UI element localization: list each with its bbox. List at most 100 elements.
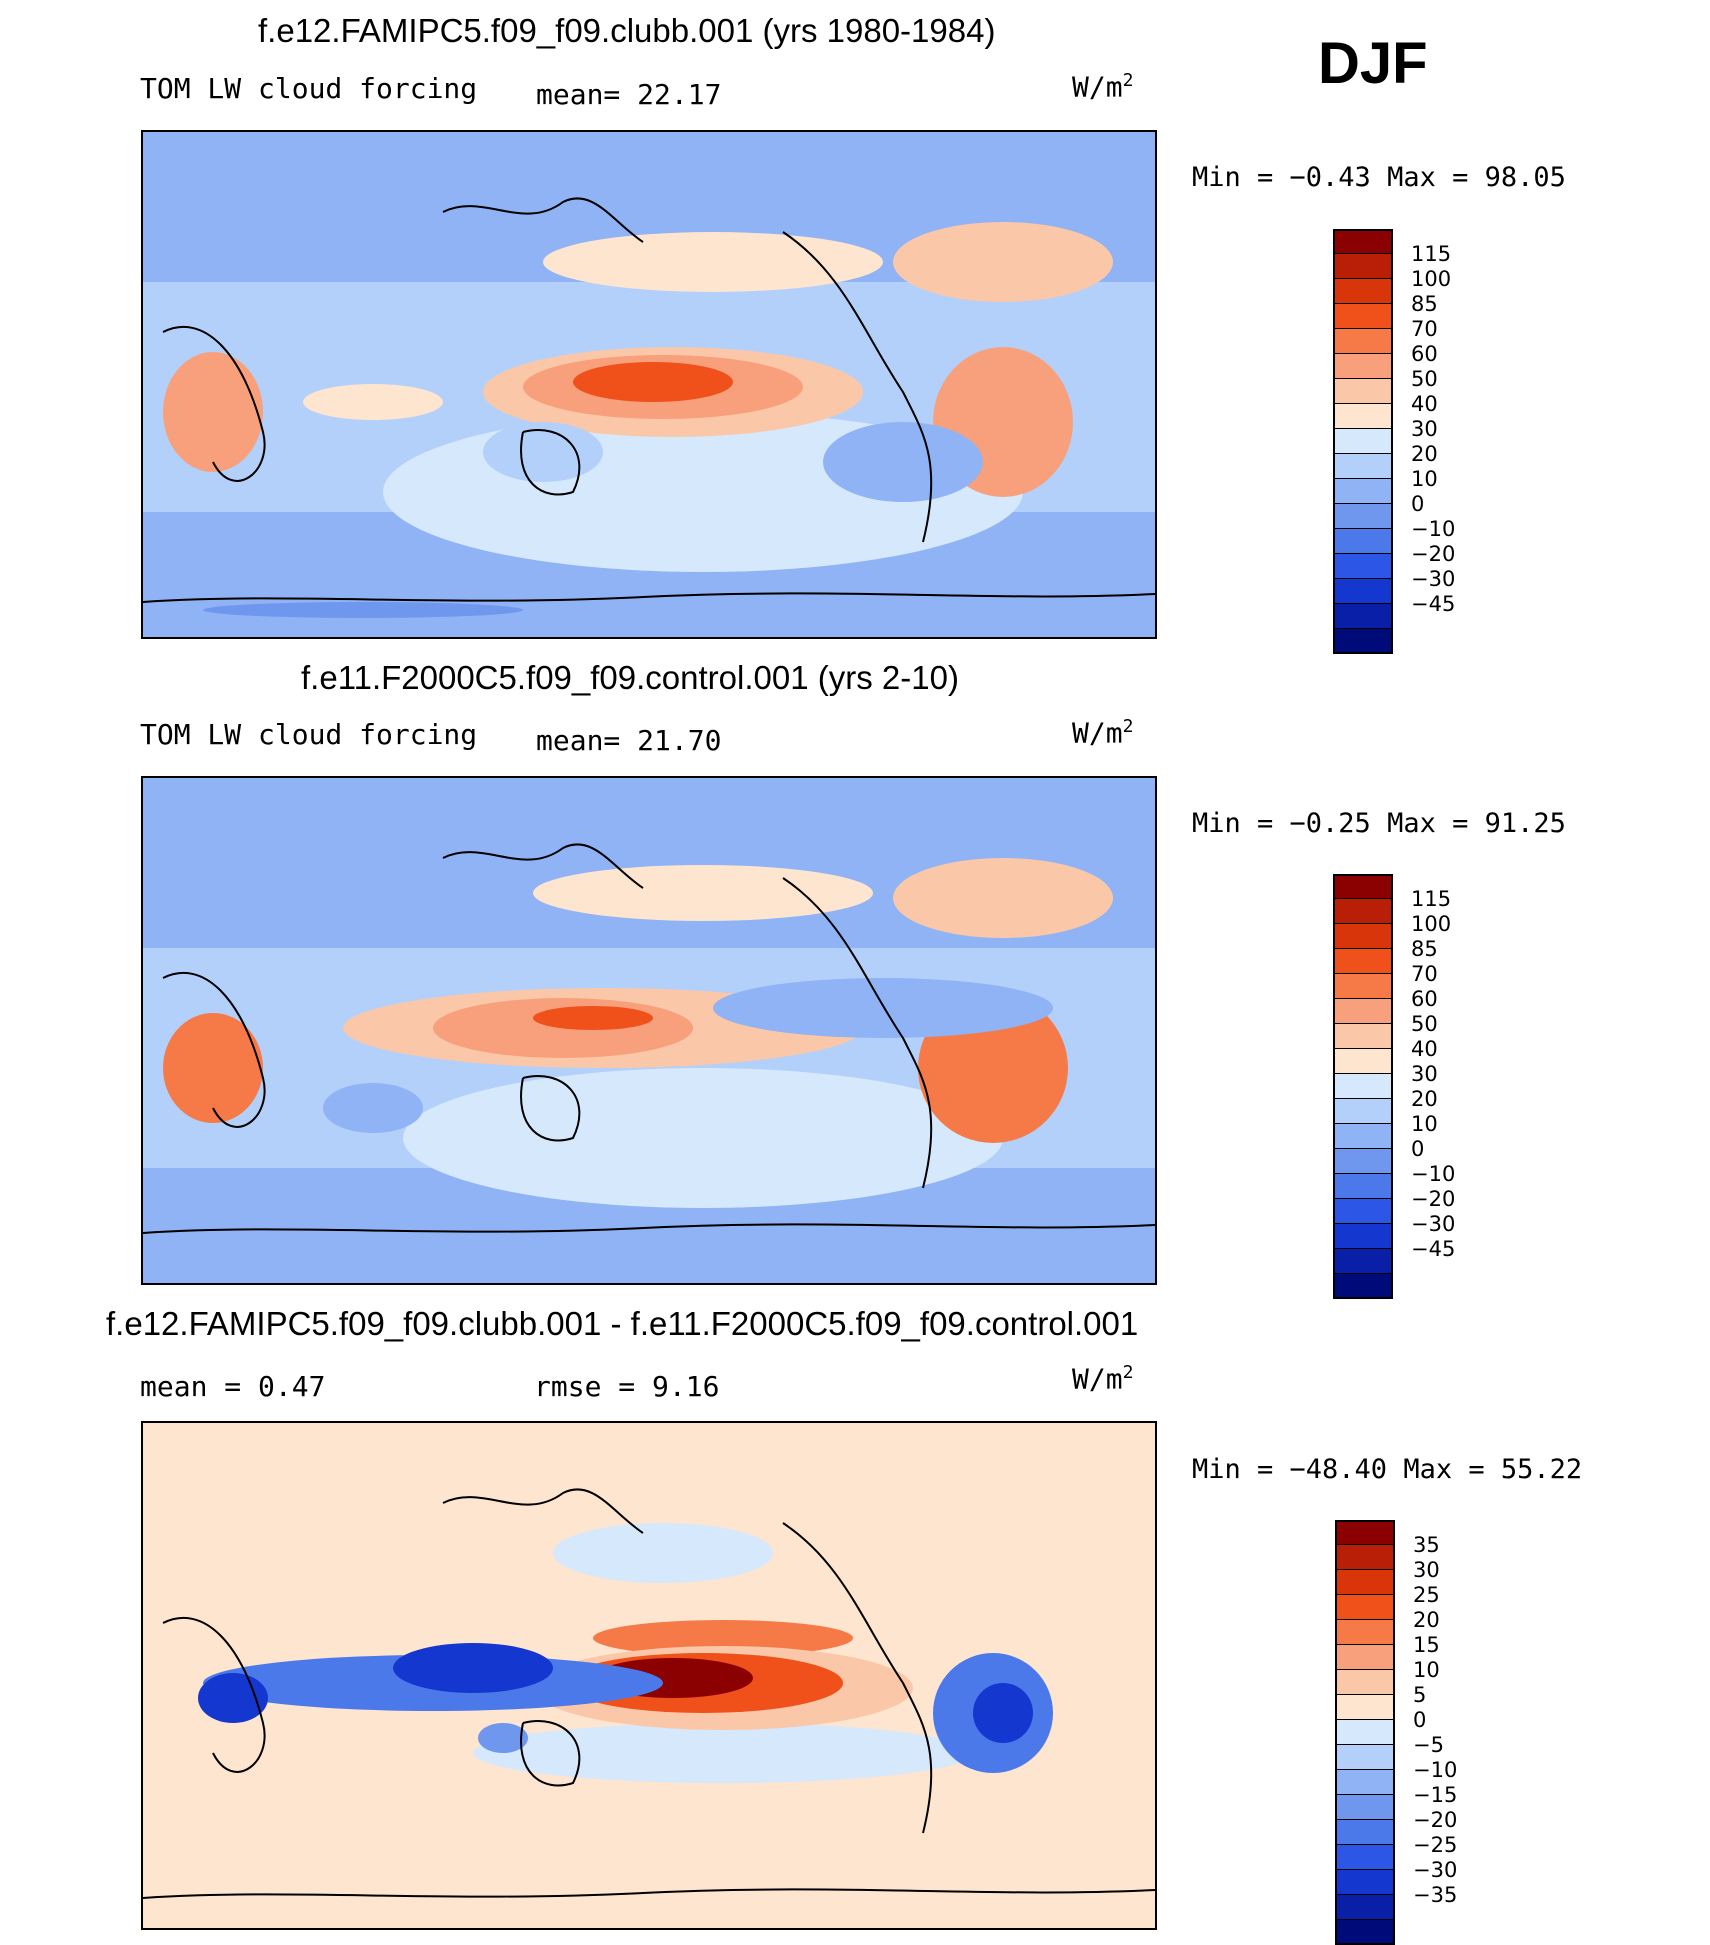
panel3-mean-label: mean = 0.47 [140, 1370, 326, 1403]
panel1-antarctica-coast [143, 592, 1155, 603]
colorbar-tick-label: 20 [1411, 442, 1438, 466]
colorbar-tick-label: 70 [1411, 962, 1438, 986]
panel1-minmax: Min = −0.43 Max = 98.05 [1192, 162, 1566, 193]
panel2-itcz-core [533, 1006, 653, 1030]
colorbar-swatch [1333, 304, 1393, 329]
colorbar-swatch [1333, 874, 1393, 899]
colorbar-swatch [1333, 629, 1393, 654]
colorbar-tick-label: 30 [1411, 417, 1438, 441]
colorbar-tick-label: 70 [1411, 317, 1438, 341]
panel1-variable-label: TOM LW cloud forcing [140, 72, 478, 105]
colorbar-swatch [1335, 1795, 1395, 1820]
panel3-africa-core [198, 1673, 268, 1723]
panel3-north-itcz-diff [593, 1620, 853, 1656]
panel2-mean-label: mean= 21.70 [536, 724, 722, 757]
colorbar-tick-label: −45 [1411, 1237, 1456, 1261]
colorbar-tick-label: 85 [1411, 292, 1438, 316]
colorbar-tick-label: 0 [1411, 1137, 1425, 1161]
colorbar-swatch [1333, 504, 1393, 529]
colorbar-tick-label: −10 [1411, 517, 1456, 541]
panel2-colorbar-frame [1333, 874, 1393, 1299]
colorbar-swatch [1335, 1670, 1395, 1695]
colorbar-tick-label: 85 [1411, 937, 1438, 961]
colorbar-tick-label: 35 [1413, 1533, 1440, 1557]
colorbar-tick-label: 0 [1413, 1708, 1427, 1732]
panel1-unit-label: W/m2 [1072, 70, 1134, 104]
panel2-north-atlantic [893, 858, 1113, 938]
colorbar-swatch [1333, 229, 1393, 254]
colorbar-tick-label: −20 [1411, 1187, 1456, 1211]
panel3-map [141, 1421, 1157, 1930]
colorbar-swatch [1333, 479, 1393, 504]
colorbar-swatch [1335, 1645, 1395, 1670]
colorbar-tick-label: 10 [1411, 1112, 1438, 1136]
colorbar-tick-label: 15 [1413, 1633, 1440, 1657]
panel1-contour-plot [143, 132, 1155, 637]
colorbar-swatch [1333, 1074, 1393, 1099]
colorbar-swatch [1333, 899, 1393, 924]
colorbar-swatch [1333, 604, 1393, 629]
colorbar-swatch [1335, 1870, 1395, 1895]
panel1-australia [483, 422, 603, 482]
panel1-continent-outlines [162, 197, 933, 543]
colorbar-swatch [1333, 1049, 1393, 1074]
colorbar-swatch [1333, 454, 1393, 479]
colorbar-tick-label: −10 [1411, 1162, 1456, 1186]
colorbar-swatch [1333, 1224, 1393, 1249]
panel1-indian-ocean [303, 384, 443, 420]
colorbar-swatch [1333, 404, 1393, 429]
panel2-unit-label: W/m2 [1072, 716, 1134, 750]
colorbar-tick-label: −20 [1411, 542, 1456, 566]
panel2-map [141, 776, 1157, 1285]
colorbar-swatch [1335, 1620, 1395, 1645]
panel1-east-pacific [823, 422, 983, 502]
panel3-australia [478, 1723, 528, 1753]
colorbar-swatch [1333, 354, 1393, 379]
panel1-warm-pool-core [573, 362, 733, 402]
colorbar-tick-label: 60 [1411, 987, 1438, 1011]
panel2-south-pacific-band [403, 1068, 1003, 1208]
colorbar-swatch [1335, 1545, 1395, 1570]
panel2-continent-outlines [162, 843, 933, 1189]
panel3-rmse-label: rmse = 9.16 [534, 1370, 720, 1403]
colorbar-swatch [1333, 949, 1393, 974]
panel3-minmax: Min = −48.40 Max = 55.22 [1192, 1454, 1583, 1485]
colorbar-tick-label: 115 [1411, 887, 1452, 911]
colorbar-tick-label: −20 [1413, 1808, 1458, 1832]
colorbar-tick-label: −30 [1413, 1858, 1458, 1882]
panel1-mean-label: mean= 22.17 [536, 78, 722, 111]
colorbar-tick-label: −30 [1411, 567, 1456, 591]
panel2-variable-label: TOM LW cloud forcing [140, 718, 478, 751]
panel3-south-pacific [473, 1723, 973, 1783]
panel1-antarctic-patch [203, 602, 523, 618]
panel1-north-atlantic [893, 222, 1113, 302]
colorbar-tick-label: 115 [1411, 242, 1452, 266]
colorbar-swatch [1333, 1199, 1393, 1224]
season-label: DJF [1318, 31, 1428, 96]
panel1-colorbar-frame [1333, 229, 1393, 654]
panel3-title: f.e12.FAMIPC5.f09_f09.clubb.001 - f.e11.… [106, 1305, 1139, 1342]
colorbar-tick-label: 30 [1413, 1558, 1440, 1582]
colorbar-swatch [1335, 1745, 1395, 1770]
colorbar-tick-label: 40 [1411, 1037, 1438, 1061]
colorbar-swatch [1335, 1520, 1395, 1545]
panel3-colorbar-frame [1335, 1520, 1395, 1945]
colorbar-swatch [1333, 254, 1393, 279]
panel3-unit-label: W/m2 [1072, 1362, 1134, 1396]
panel1-north-pacific-band [543, 232, 883, 292]
colorbar-swatch [1333, 329, 1393, 354]
colorbar-swatch [1333, 1249, 1393, 1274]
colorbar-swatch [1333, 379, 1393, 404]
panel2-antarctica-coast [143, 1223, 1155, 1234]
panel3-maritime-core [393, 1643, 553, 1693]
colorbar-swatch [1333, 279, 1393, 304]
colorbar-tick-label: −30 [1411, 1212, 1456, 1236]
colorbar-swatch [1333, 974, 1393, 999]
colorbar-swatch [1333, 924, 1393, 949]
colorbar-tick-label: 20 [1413, 1608, 1440, 1632]
colorbar-tick-label: 100 [1411, 912, 1452, 936]
panel1-map [141, 130, 1157, 639]
panel2-indian-ocean [323, 1083, 423, 1133]
colorbar-swatch [1333, 1024, 1393, 1049]
colorbar-tick-label: 10 [1413, 1658, 1440, 1682]
